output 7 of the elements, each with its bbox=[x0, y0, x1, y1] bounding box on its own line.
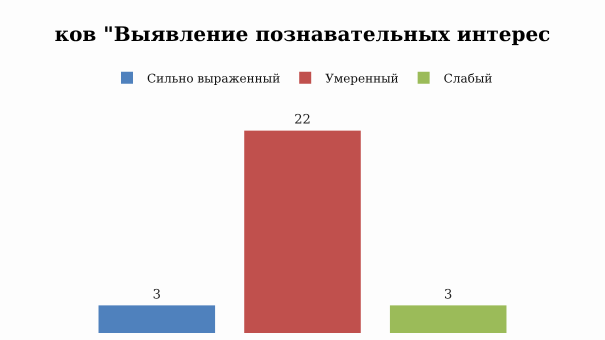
data-label: 3 bbox=[444, 287, 452, 302]
data-label: 22 bbox=[294, 112, 311, 128]
legend-label: Умеренный bbox=[325, 71, 399, 86]
data-label: 3 bbox=[152, 287, 161, 302]
legend-label: Сильно выраженный bbox=[147, 71, 280, 86]
legend-label: Слабый bbox=[444, 71, 492, 86]
chart-title: ков "Выявление познавательных интерес bbox=[54, 22, 550, 46]
